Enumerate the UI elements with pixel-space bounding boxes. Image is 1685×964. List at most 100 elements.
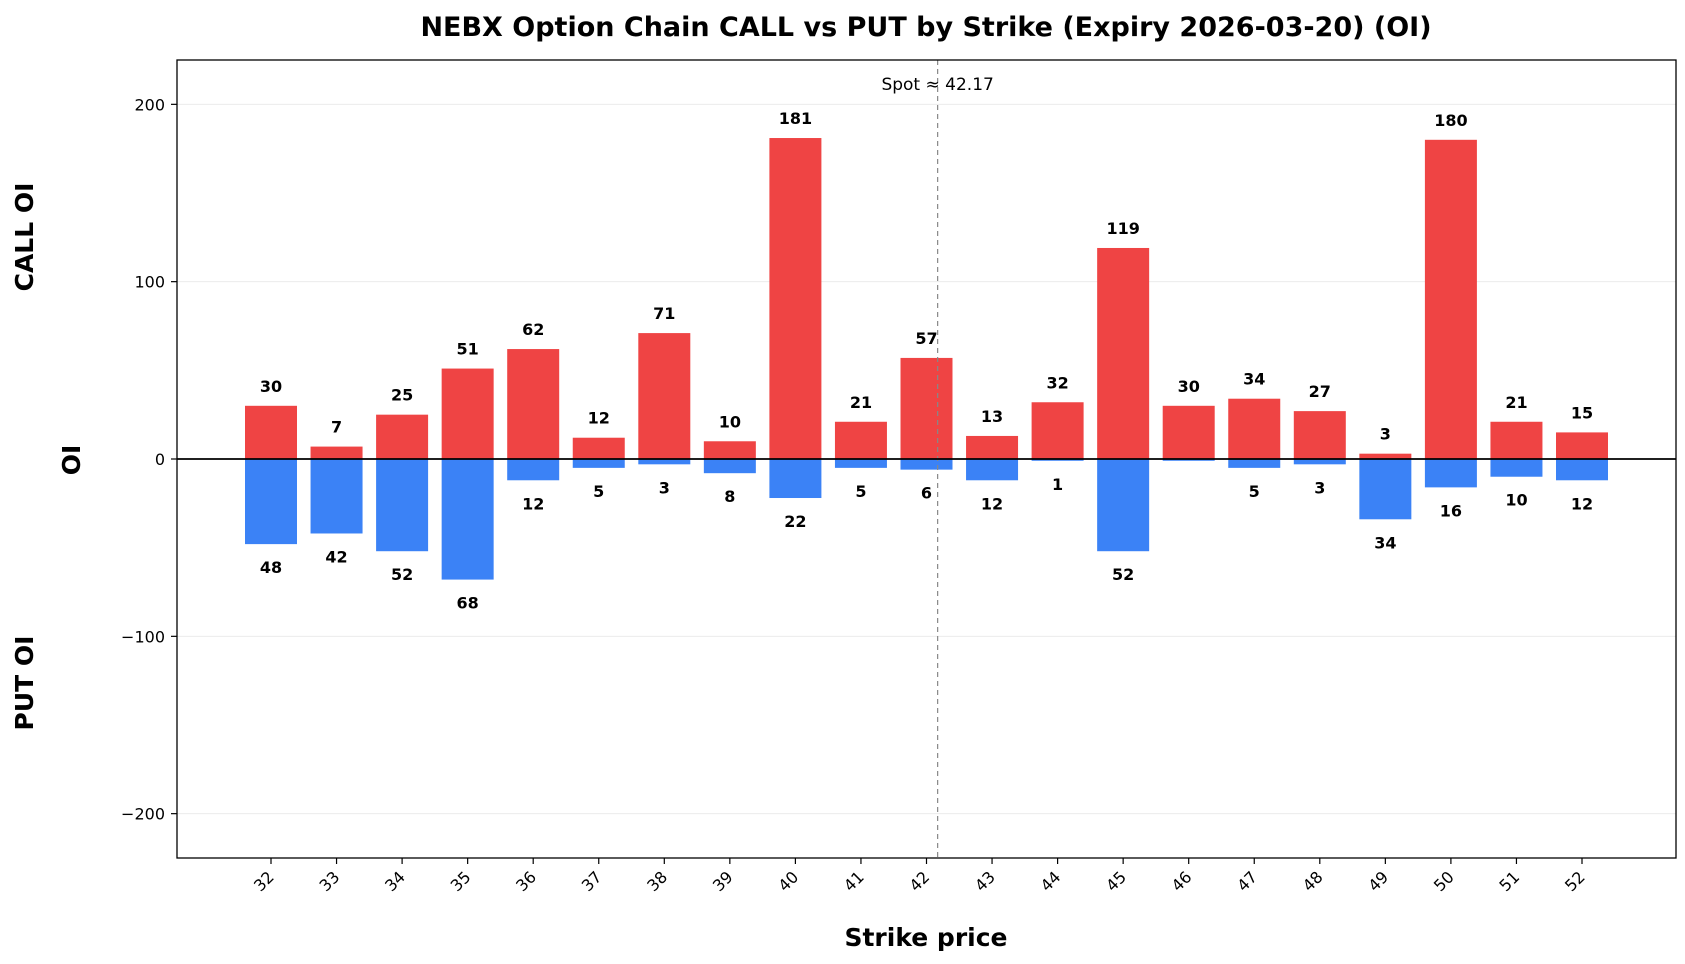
x-tick-label: 40 (774, 867, 802, 895)
call-bar (376, 414, 429, 459)
call-value-label: 180 (1434, 111, 1467, 130)
x-tick-label: 44 (1037, 867, 1065, 895)
put-bar (900, 459, 953, 470)
call-bar (441, 368, 494, 459)
call-bar (769, 138, 822, 459)
y-axis-title: OI (57, 445, 86, 476)
x-tick-label: 32 (250, 867, 278, 895)
put-bar (703, 459, 756, 474)
call-bar (703, 441, 756, 459)
x-tick-label: 49 (1364, 867, 1392, 895)
x-tick-label: 42 (905, 867, 933, 895)
call-bar (572, 437, 625, 459)
put-bar (441, 459, 494, 580)
x-tick-label: 35 (447, 867, 475, 895)
put-value-label: 52 (1112, 565, 1134, 584)
call-value-label: 30 (1178, 377, 1200, 396)
put-value-label: 12 (981, 494, 1003, 513)
y-tick-label: 200 (134, 95, 165, 114)
call-value-label: 51 (457, 340, 479, 359)
put-bar (769, 459, 822, 499)
put-value-label: 5 (855, 482, 866, 501)
put-value-label: 6 (921, 484, 932, 503)
put-bar (1359, 459, 1412, 520)
y-tick-label: 0 (155, 450, 165, 469)
x-tick-label: 43 (971, 867, 999, 895)
call-value-label: 119 (1106, 219, 1139, 238)
call-value-label: 21 (850, 393, 872, 412)
spot-label: Spot ≈ 42.17 (881, 75, 993, 95)
call-bar (1359, 453, 1412, 459)
x-axis-title: Strike price (844, 923, 1007, 952)
put-bar (1556, 459, 1608, 481)
put-value-label: 3 (659, 478, 670, 497)
x-tick-label: 37 (578, 867, 606, 895)
put-value-label: 5 (1249, 482, 1260, 501)
y-axis-title-call: CALL OI (10, 183, 39, 292)
call-bar (1031, 402, 1084, 459)
call-value-label: 13 (981, 407, 1003, 426)
x-tick-label: 51 (1495, 867, 1523, 895)
y-tick-label: −200 (121, 805, 165, 824)
put-bar (1424, 459, 1477, 488)
put-bar (245, 459, 297, 545)
chart-title: NEBX Option Chain CALL vs PUT by Strike … (420, 12, 1431, 43)
call-bar (1162, 405, 1215, 459)
put-value-label: 1 (1052, 475, 1063, 494)
call-value-label: 21 (1505, 393, 1527, 412)
call-value-label: 34 (1243, 370, 1265, 389)
put-value-label: 48 (260, 558, 282, 577)
x-tick-label: 41 (840, 867, 868, 895)
call-value-label: 12 (588, 409, 610, 428)
x-tick-label: 33 (316, 867, 344, 895)
put-bar (1293, 459, 1346, 465)
call-value-label: 7 (331, 418, 342, 437)
put-bar (572, 459, 625, 468)
call-bar (1097, 247, 1150, 459)
call-value-label: 71 (653, 304, 675, 323)
x-tick-label: 34 (381, 867, 409, 895)
call-value-label: 32 (1046, 373, 1068, 392)
call-bar (966, 435, 1019, 459)
put-value-label: 16 (1440, 501, 1462, 520)
put-value-label: 8 (724, 487, 735, 506)
put-bar (966, 459, 1019, 481)
put-bar (638, 459, 691, 465)
call-bar (638, 333, 691, 459)
call-bar (1556, 432, 1608, 459)
x-tick-label: 46 (1168, 867, 1196, 895)
call-value-label: 10 (719, 412, 741, 431)
put-value-label: 52 (391, 565, 413, 584)
put-bar (310, 459, 363, 534)
put-bar (1097, 459, 1150, 552)
put-value-label: 42 (325, 547, 347, 566)
x-tick-label: 50 (1430, 867, 1458, 895)
call-bar (1293, 411, 1346, 459)
call-value-label: 181 (779, 109, 812, 128)
x-tick-label: 47 (1233, 867, 1261, 895)
x-tick-label: 38 (643, 867, 671, 895)
x-tick-label: 39 (709, 867, 737, 895)
put-bar (1228, 459, 1281, 468)
call-bar (1424, 139, 1477, 460)
call-bar (1490, 421, 1543, 459)
call-value-label: 57 (915, 329, 937, 348)
x-tick-label: 52 (1561, 867, 1589, 895)
call-value-label: 30 (260, 377, 282, 396)
y-tick-label: 100 (134, 273, 165, 292)
x-tick-label: 45 (1102, 867, 1130, 895)
call-bar (1228, 398, 1281, 459)
put-bar (507, 459, 560, 481)
call-value-label: 62 (522, 320, 544, 339)
call-value-label: 27 (1309, 382, 1331, 401)
put-value-label: 5 (593, 482, 604, 501)
put-value-label: 22 (784, 512, 806, 531)
call-bar (310, 446, 363, 459)
call-bar (507, 349, 560, 459)
bars (245, 138, 1608, 580)
put-value-label: 34 (1374, 533, 1396, 552)
put-bar (1490, 459, 1543, 477)
